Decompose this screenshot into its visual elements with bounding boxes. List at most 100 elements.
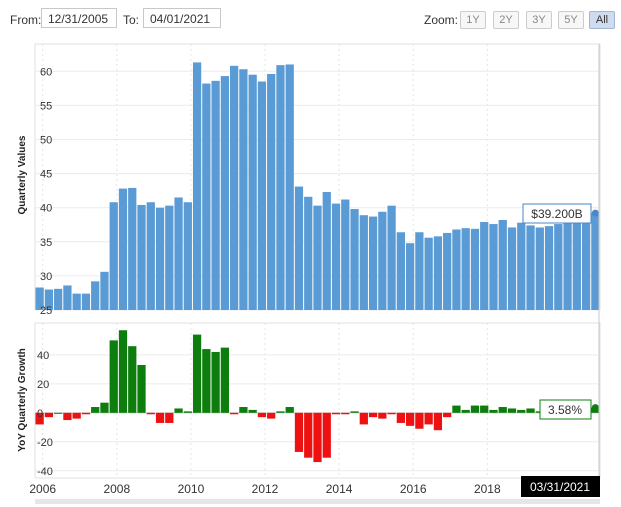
bottom-y-axis-label: YoY Quarterly Growth (17, 348, 28, 452)
value-bar (480, 222, 489, 310)
growth-bar (220, 347, 230, 413)
growth-bar (202, 349, 211, 413)
growth-bar (248, 409, 257, 413)
growth-bar (350, 411, 359, 413)
value-bar (91, 281, 100, 310)
value-bar (118, 188, 128, 310)
value-bar (415, 232, 424, 310)
value-bar (100, 271, 109, 310)
value-bar (544, 226, 554, 310)
x-tick-label: 2018 (474, 482, 501, 496)
growth-bar (276, 411, 285, 413)
value-bar (554, 224, 563, 310)
zoom-3y-button[interactable]: 3Y (526, 11, 552, 29)
from-date-input[interactable]: 12/31/2005 (41, 8, 117, 28)
growth-bar (498, 407, 507, 413)
value-bar (572, 221, 581, 310)
value-bar (452, 229, 461, 310)
value-bar (192, 62, 202, 310)
value-bar (146, 202, 155, 310)
growth-bar (470, 405, 480, 413)
growth-bar (294, 412, 304, 452)
to-date-input[interactable]: 04/01/2021 (143, 8, 221, 28)
value-bar (350, 209, 359, 310)
growth-bar (137, 365, 146, 413)
value-bar (461, 228, 470, 310)
top-last-value-dot (591, 209, 599, 217)
value-bar (535, 227, 544, 310)
top-y-tick-label: 25 (40, 305, 52, 317)
top-y-tick-label: 40 (40, 203, 52, 215)
top-y-tick-label: 35 (40, 237, 52, 249)
growth-bar (165, 412, 174, 423)
growth-bar (341, 412, 350, 415)
growth-bar (100, 402, 109, 413)
value-bar (239, 69, 248, 310)
growth-bar (192, 334, 202, 413)
growth-bar (507, 408, 517, 413)
value-bar (368, 216, 378, 310)
value-bar (424, 237, 433, 310)
top-y-tick-label: 55 (40, 100, 52, 112)
growth-bar (368, 412, 378, 418)
value-bar (257, 81, 267, 310)
value-bar (396, 232, 405, 310)
zoom-5y-button[interactable]: 5Y (558, 11, 584, 29)
growth-bar (109, 340, 118, 413)
current-date-label: 03/31/2021 (530, 480, 590, 494)
value-bar (433, 236, 443, 310)
growth-bar (415, 412, 424, 429)
value-bar (517, 222, 526, 310)
growth-bar (424, 412, 433, 425)
value-bar (63, 285, 72, 310)
value-bar (405, 243, 415, 310)
growth-bar (44, 412, 54, 418)
growth-bar (81, 412, 91, 415)
zoom-2y-button[interactable]: 2Y (493, 11, 519, 29)
growth-bar (452, 405, 461, 413)
from-label: From: (10, 13, 42, 27)
growth-bar (128, 346, 137, 413)
growth-bar (433, 412, 443, 431)
value-bar (202, 83, 211, 310)
value-bar (581, 219, 591, 310)
value-bar (378, 211, 387, 310)
growth-bar (378, 412, 387, 419)
value-bar (230, 65, 239, 310)
growth-bar (480, 405, 489, 413)
growth-bar (63, 412, 72, 421)
value-bar (526, 225, 535, 310)
growth-bar (517, 409, 526, 413)
top-last-value-label: $39.200B (531, 207, 582, 221)
value-bar (470, 228, 480, 310)
value-bar (489, 224, 498, 310)
top-y-tick-label: 50 (40, 134, 52, 146)
bottom-plot-frame (34, 322, 601, 479)
growth-bar (146, 412, 155, 415)
growth-bar (257, 412, 267, 418)
x-tick-label: 2012 (252, 482, 279, 496)
growth-bar (285, 407, 294, 413)
bottom-y-tick-label: 40 (37, 350, 49, 362)
growth-bar (72, 412, 81, 419)
x-tick-label: 2016 (400, 482, 427, 496)
growth-bar (387, 412, 396, 415)
value-bar (285, 64, 294, 310)
growth-bar (331, 412, 341, 415)
top-last-value-flag: $39.200B (522, 203, 592, 224)
growth-bar (304, 412, 313, 458)
zoom-all-button[interactable]: All (589, 11, 615, 29)
growth-bar (489, 409, 498, 413)
bottom-y-tick-label: 0 (37, 408, 43, 420)
value-bar (220, 76, 230, 310)
zoom-1y-button[interactable]: 1Y (460, 11, 486, 29)
bottom-last-value-flag: 3.58% (539, 399, 592, 420)
bottom-y-tick-label: -20 (37, 437, 53, 449)
x-tick-label: 2010 (178, 482, 205, 496)
growth-bar (54, 412, 63, 414)
navigator-scrollbar[interactable] (35, 499, 600, 504)
value-bar (313, 205, 322, 310)
value-bar (211, 80, 220, 310)
top-y-axis-label: Quarterly Values (17, 135, 28, 214)
